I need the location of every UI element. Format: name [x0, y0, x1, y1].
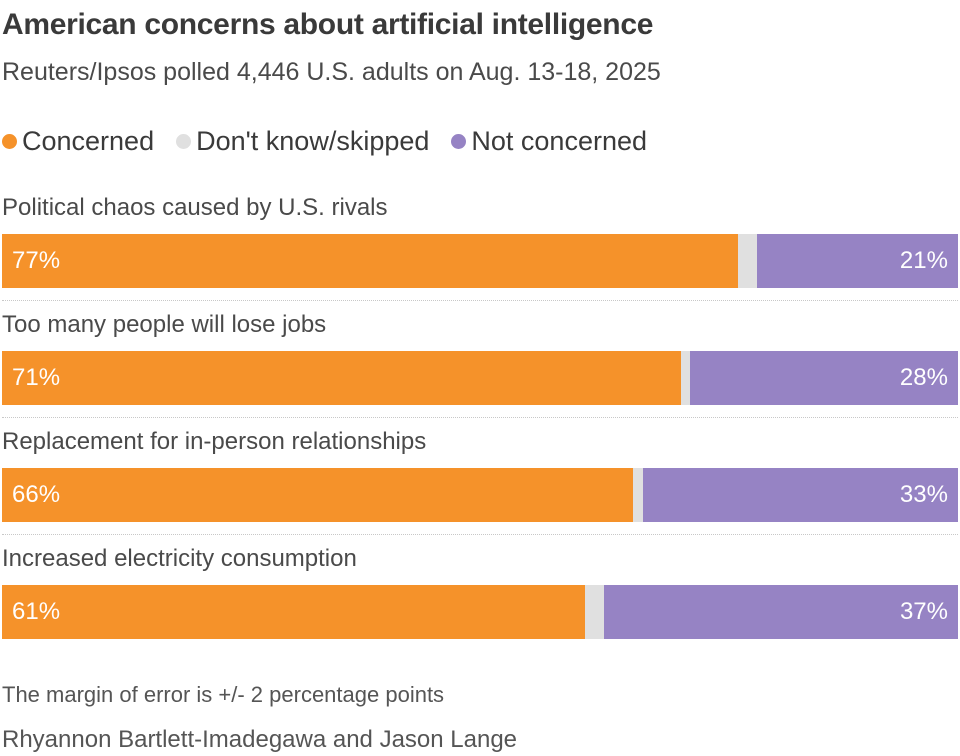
bar-segment-concerned: 66% [2, 468, 633, 522]
row-divider [2, 300, 958, 301]
bar-row: Replacement for in-person relationships … [2, 426, 958, 543]
bar-row: Increased electricity consumption 61% 37… [2, 543, 958, 660]
category-label: Replacement for in-person relationships [2, 428, 427, 455]
data-label-concerned: 71% [12, 364, 61, 391]
category-label: Too many people will lose jobs [2, 311, 327, 338]
bar-segment-concerned: 77% [2, 234, 739, 288]
legend-dot-dont-know [176, 134, 192, 149]
data-label-concerned: 77% [12, 247, 61, 274]
chart-legend: Concerned Don't know/skipped Not concern… [2, 126, 669, 157]
data-label-not-concerned: 37% [899, 598, 948, 625]
stacked-bar: 77% 21% [2, 234, 958, 288]
legend-dot-not-concerned [451, 134, 467, 149]
chart-title: American concerns about artificial intel… [2, 8, 654, 41]
bar-segment-dont-know [585, 585, 605, 639]
bar-segment-not-concerned: 37% [604, 585, 958, 639]
legend-item-dont-know: Don't know/skipped [176, 126, 429, 157]
bar-row: Too many people will lose jobs 71% 28% [2, 309, 958, 426]
bar-segment-dont-know [632, 468, 643, 522]
stacked-bar: 61% 37% [2, 585, 958, 639]
bar-segment-dont-know [680, 351, 691, 405]
legend-label-concerned: Concerned [22, 126, 155, 156]
data-label-concerned: 66% [12, 481, 61, 508]
bar-segment-dont-know [738, 234, 758, 288]
data-label-not-concerned: 28% [899, 364, 948, 391]
row-divider [2, 417, 958, 418]
chart-subtitle: Reuters/Ipsos polled 4,446 U.S. adults o… [2, 58, 661, 86]
bar-segment-concerned: 61% [2, 585, 586, 639]
row-divider [2, 534, 958, 535]
bar-segment-concerned: 71% [2, 351, 681, 405]
legend-dot-concerned [2, 134, 17, 149]
legend-label-dont-know: Don't know/skipped [196, 126, 430, 156]
margin-of-error-note: The margin of error is +/- 2 percentage … [2, 682, 445, 707]
bar-segment-not-concerned: 28% [690, 351, 958, 405]
category-label: Political chaos caused by U.S. rivals [2, 194, 388, 221]
bar-segment-not-concerned: 33% [642, 468, 958, 522]
legend-label-not-concerned: Not concerned [471, 126, 647, 156]
category-label: Increased electricity consumption [2, 545, 357, 572]
bar-segment-not-concerned: 21% [757, 234, 958, 288]
data-label-not-concerned: 21% [899, 247, 948, 274]
bar-rows: Political chaos caused by U.S. rivals 77… [2, 192, 958, 660]
author-credit: Rhyannon Bartlett-Imadegawa and Jason La… [2, 726, 518, 753]
bar-row: Political chaos caused by U.S. rivals 77… [2, 192, 958, 309]
data-label-not-concerned: 33% [899, 481, 948, 508]
data-label-concerned: 61% [12, 598, 61, 625]
legend-item-not-concerned: Not concerned [451, 126, 647, 157]
stacked-bar: 71% 28% [2, 351, 958, 405]
legend-item-concerned: Concerned [2, 126, 154, 157]
stacked-bar: 66% 33% [2, 468, 958, 522]
